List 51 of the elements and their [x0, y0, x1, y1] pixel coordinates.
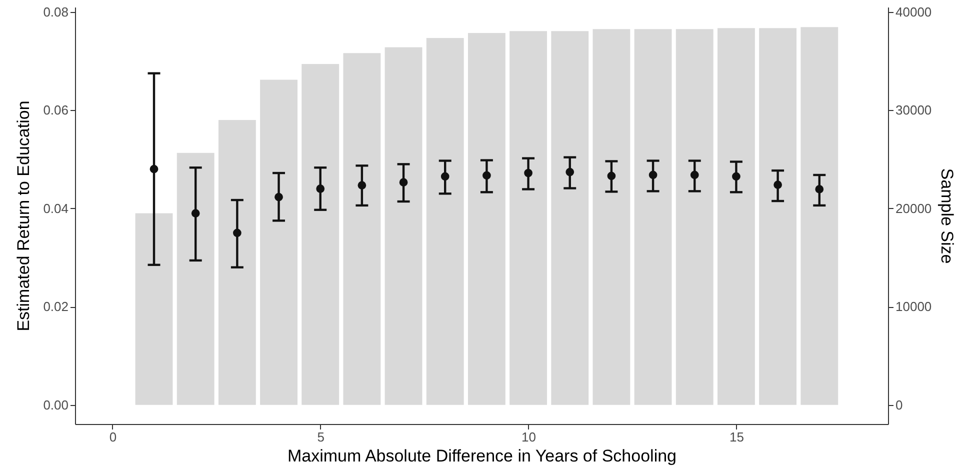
y2-tick-label: 30000 — [896, 102, 932, 118]
y2-tick-label: 10000 — [896, 299, 932, 314]
point — [274, 192, 283, 202]
point — [648, 170, 658, 180]
bar — [676, 29, 714, 405]
point — [566, 168, 574, 176]
point — [399, 178, 408, 187]
bar — [343, 53, 381, 405]
y-tick-label: 0.00 — [43, 397, 68, 412]
point — [150, 164, 158, 174]
bar — [302, 64, 340, 405]
bar — [800, 27, 838, 405]
bar — [634, 29, 672, 405]
y2-tick-label: 40000 — [896, 4, 932, 20]
y2-axis-title: Sample Size — [938, 168, 957, 264]
y-tick-label: 0.06 — [43, 102, 68, 118]
point — [524, 168, 532, 178]
bar — [759, 28, 797, 405]
x-tick-label: 10 — [522, 430, 536, 444]
y-tick-label: 0.02 — [43, 299, 68, 314]
bar — [135, 213, 173, 405]
point — [732, 172, 740, 181]
y-tick-label: 0.08 — [43, 4, 68, 20]
x-tick-label: 0 — [109, 430, 117, 444]
bar — [260, 80, 298, 405]
bar — [218, 120, 256, 405]
x-tick-label: 5 — [317, 430, 324, 444]
point — [316, 184, 325, 193]
x-tick-label: 15 — [729, 430, 744, 444]
y2-tick-label: 0 — [896, 397, 903, 412]
point — [607, 172, 616, 180]
y2-tick-label: 20000 — [896, 200, 932, 216]
point — [690, 170, 699, 180]
bar — [384, 47, 422, 405]
point — [191, 209, 200, 218]
bar — [510, 31, 547, 405]
point — [440, 172, 450, 181]
y-tick-label: 0.04 — [43, 200, 68, 216]
point — [482, 171, 491, 180]
bar — [592, 29, 630, 405]
bar — [718, 28, 755, 405]
bar — [426, 38, 464, 405]
point — [358, 181, 366, 190]
bar — [176, 152, 214, 405]
point — [233, 228, 242, 238]
bar — [468, 33, 506, 405]
y-axis-title: Estimated Return to Education — [14, 100, 34, 332]
point — [774, 180, 782, 189]
x-axis-title: Maximum Absolute Difference in Years of Schooling — [287, 446, 677, 466]
bar — [551, 31, 589, 405]
point — [815, 185, 824, 194]
